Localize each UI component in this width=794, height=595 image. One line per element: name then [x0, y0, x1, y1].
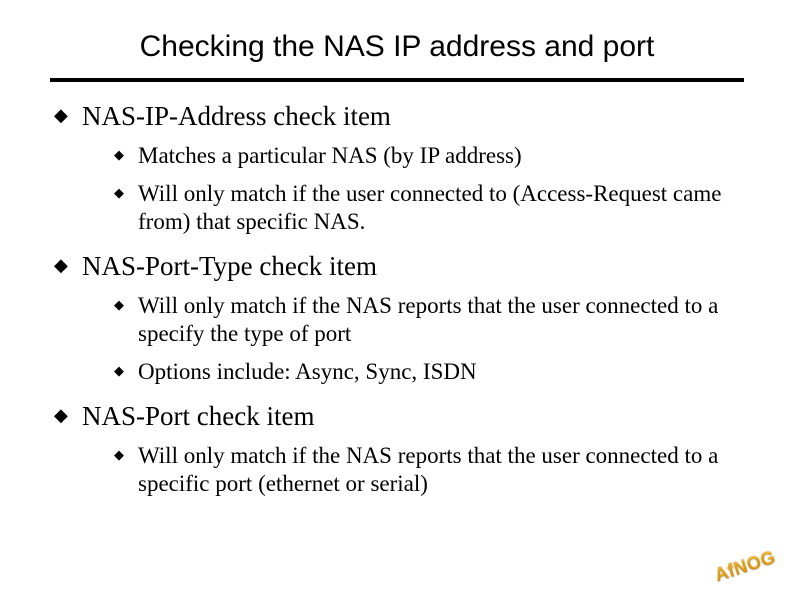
l2-text: Matches a particular NAS (by IP address) — [138, 142, 522, 170]
slide: Checking the NAS IP address and port ◆ N… — [0, 0, 794, 595]
bullet-l1: ◆ NAS-Port-Type check item — [54, 250, 744, 282]
bullet-l2: ◆ Options include: Async, Sync, ISDN — [114, 358, 744, 386]
l1-text: NAS-Port check item — [82, 400, 314, 432]
title-wrap: Checking the NAS IP address and port — [50, 30, 744, 70]
diamond-bullet-icon: ◆ — [54, 400, 82, 430]
slide-title: Checking the NAS IP address and port — [50, 30, 744, 70]
l1-text: NAS-Port-Type check item — [82, 250, 377, 282]
bullet-l1: ◆ NAS-Port check item — [54, 400, 744, 432]
l2-group: ◆ Will only match if the NAS reports tha… — [54, 292, 744, 386]
l1-text: NAS-IP-Address check item — [82, 100, 391, 132]
diamond-bullet-icon: ◆ — [114, 180, 138, 206]
l2-text: Will only match if the NAS reports that … — [138, 442, 744, 498]
bullet-l2: ◆ Matches a particular NAS (by IP addres… — [114, 142, 744, 170]
bullet-l2: ◆ Will only match if the NAS reports tha… — [114, 292, 744, 348]
l2-group: ◆ Matches a particular NAS (by IP addres… — [54, 142, 744, 236]
bullet-l2: ◆ Will only match if the user connected … — [114, 180, 744, 236]
bullet-l2: ◆ Will only match if the NAS reports tha… — [114, 442, 744, 498]
title-underline — [50, 78, 744, 82]
diamond-bullet-icon: ◆ — [114, 442, 138, 468]
diamond-bullet-icon: ◆ — [114, 142, 138, 168]
slide-body: ◆ NAS-IP-Address check item ◆ Matches a … — [50, 100, 744, 498]
diamond-bullet-icon: ◆ — [54, 100, 82, 130]
l2-text: Will only match if the NAS reports that … — [138, 292, 744, 348]
afnog-logo: AfNOG — [712, 547, 778, 586]
diamond-bullet-icon: ◆ — [114, 292, 138, 318]
l2-text: Options include: Async, Sync, ISDN — [138, 358, 477, 386]
l2-group: ◆ Will only match if the NAS reports tha… — [54, 442, 744, 498]
diamond-bullet-icon: ◆ — [54, 250, 82, 280]
bullet-l1: ◆ NAS-IP-Address check item — [54, 100, 744, 132]
diamond-bullet-icon: ◆ — [114, 358, 138, 384]
l2-text: Will only match if the user connected to… — [138, 180, 744, 236]
